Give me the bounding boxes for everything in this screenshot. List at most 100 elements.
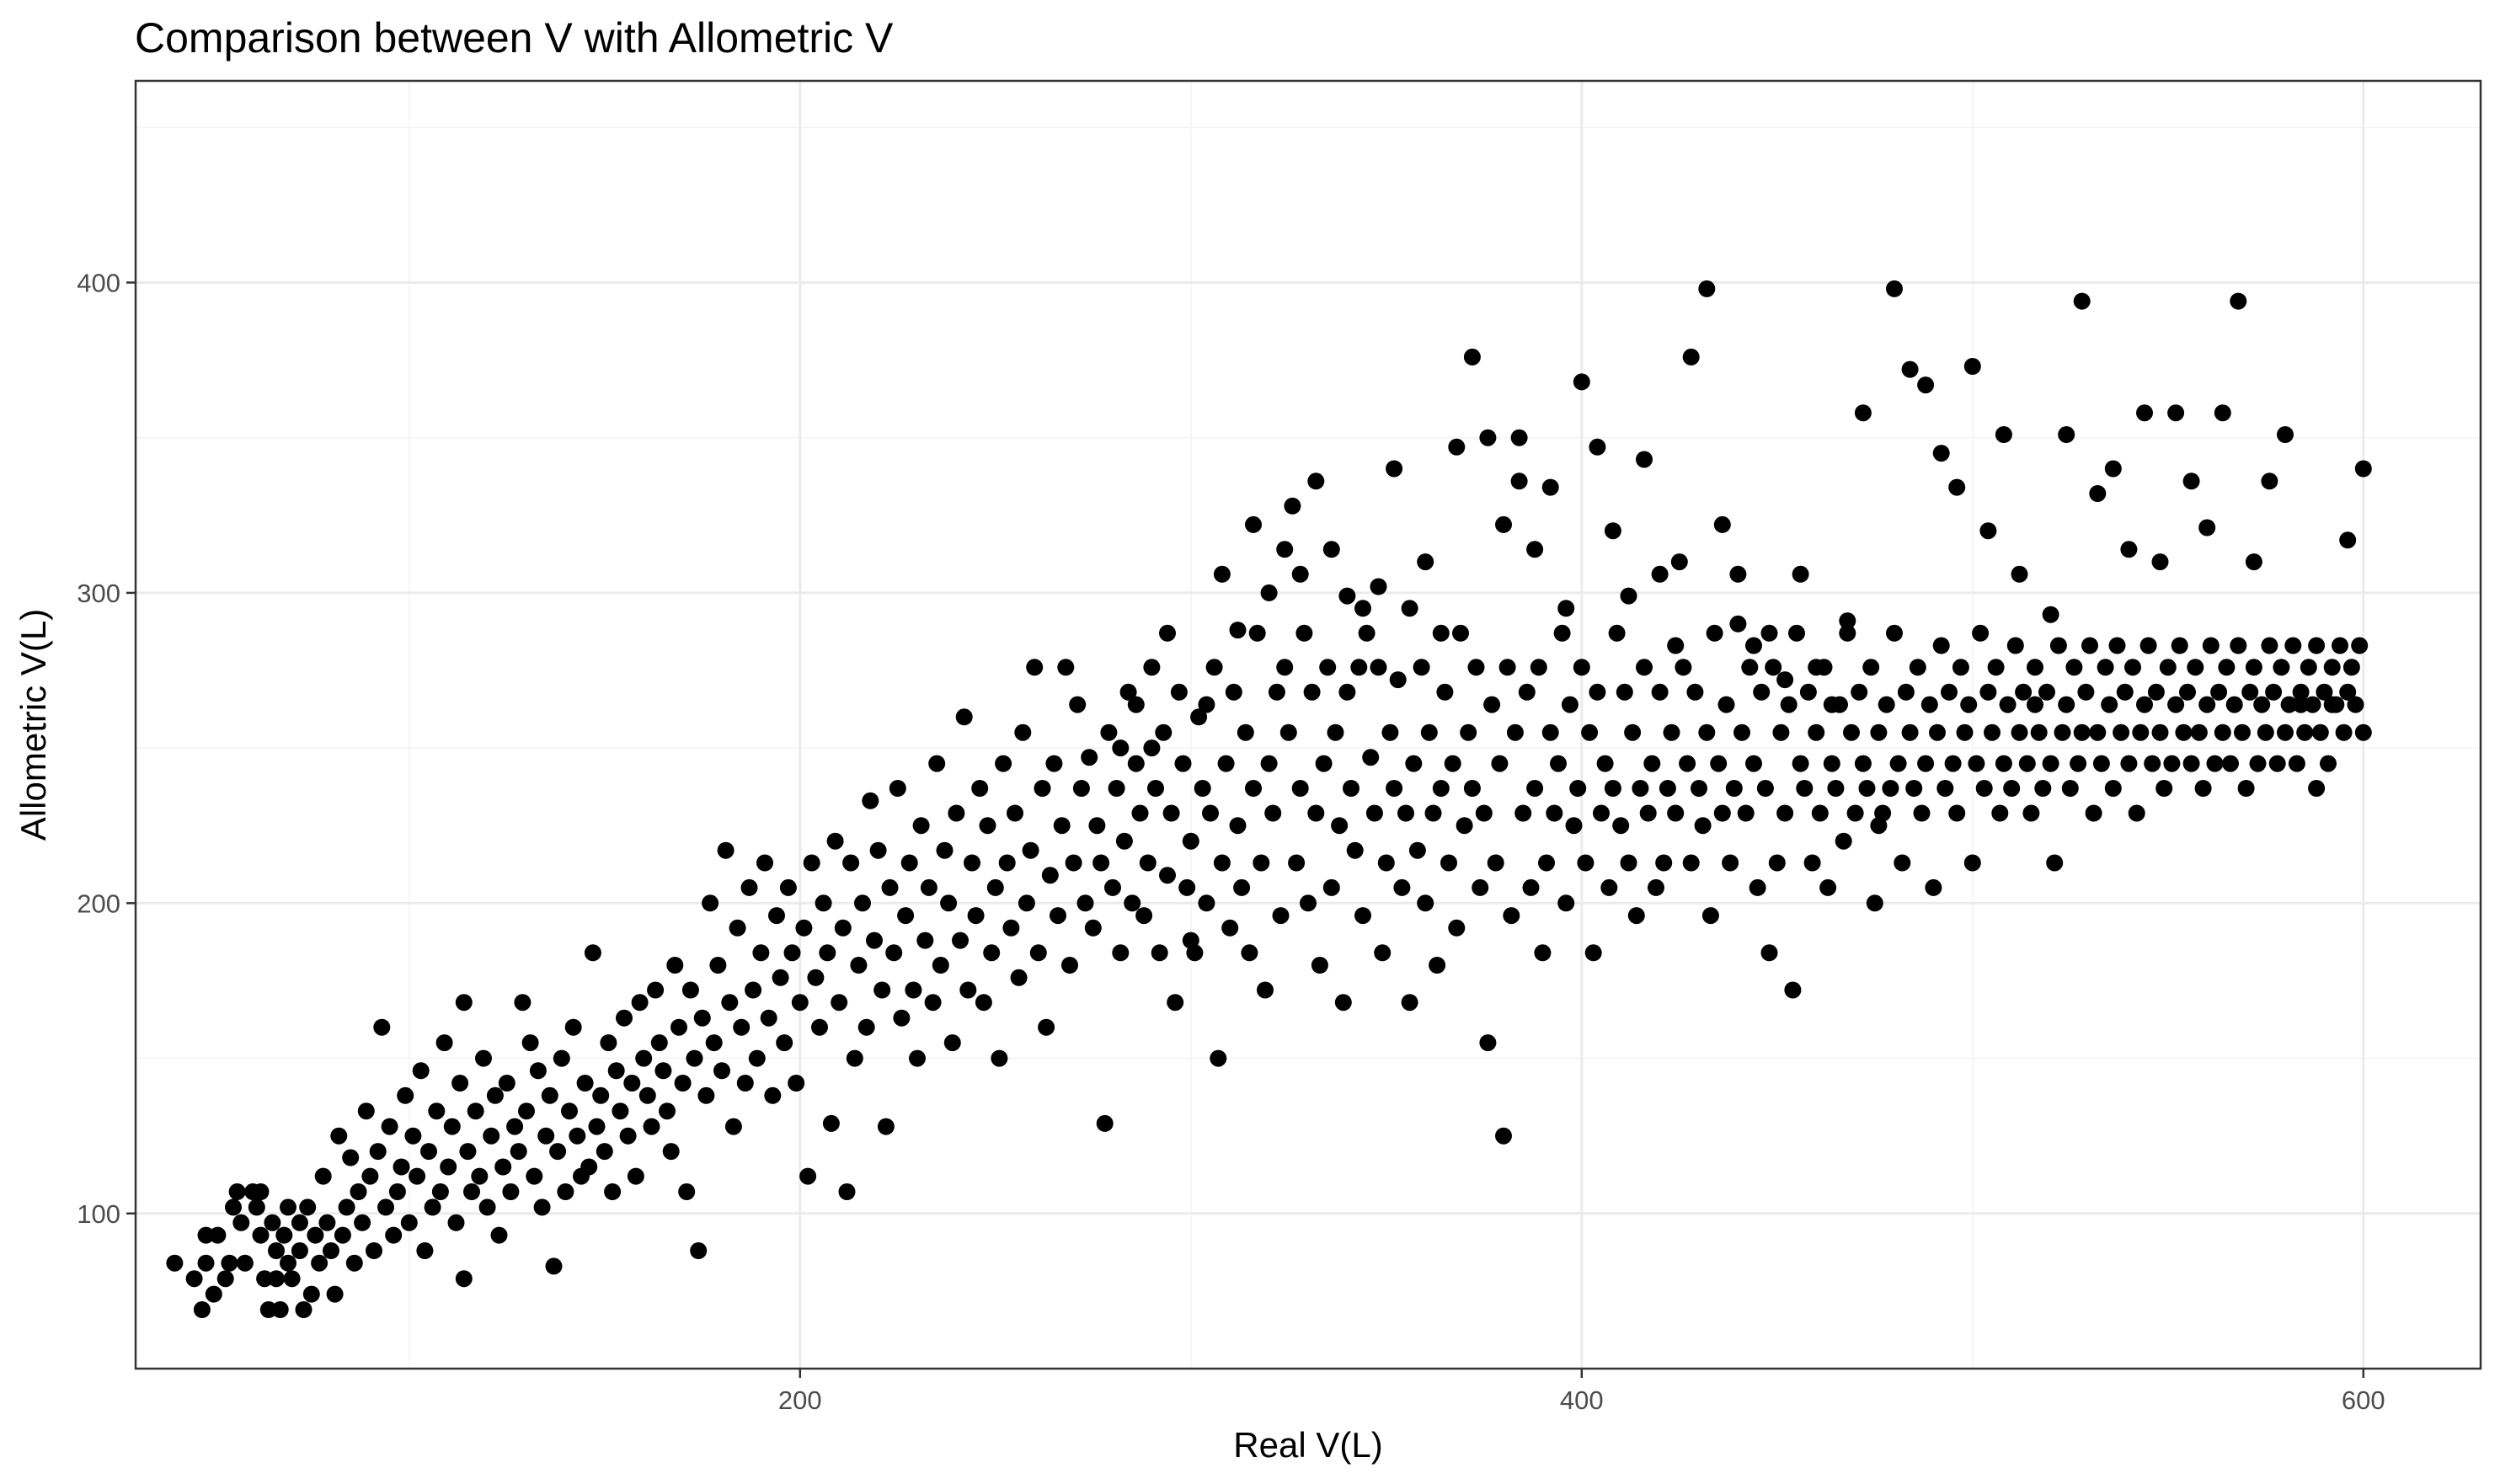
- data-point: [1886, 280, 1903, 297]
- data-point: [1745, 755, 1762, 772]
- data-point: [1756, 780, 1774, 797]
- data-point: [1343, 780, 1360, 797]
- data-point: [2101, 696, 2118, 713]
- data-point: [1131, 804, 1149, 822]
- data-point: [1725, 780, 1743, 797]
- data-point: [236, 1254, 254, 1272]
- data-point: [291, 1242, 308, 1259]
- data-point: [1510, 472, 1528, 490]
- data-point: [440, 1158, 457, 1176]
- data-point: [369, 1143, 387, 1161]
- data-point: [1393, 878, 1411, 896]
- data-point: [1408, 841, 1426, 859]
- data-point: [932, 957, 949, 974]
- data-point: [1776, 671, 1794, 689]
- data-point: [2245, 659, 2262, 676]
- data-point: [1686, 683, 1704, 701]
- data-point: [690, 1242, 708, 1259]
- data-point: [1100, 723, 1118, 741]
- data-point: [2151, 553, 2169, 571]
- data-point: [248, 1198, 265, 1216]
- data-point: [280, 1254, 296, 1272]
- data-point: [197, 1254, 215, 1272]
- data-point: [1338, 587, 1356, 605]
- data-point: [1248, 624, 1266, 642]
- data-point: [256, 1270, 274, 1288]
- data-point: [537, 1127, 555, 1145]
- data-point: [1960, 696, 1978, 713]
- data-point: [991, 1049, 1008, 1067]
- data-point: [1651, 683, 1669, 701]
- data-point: [1819, 878, 1837, 896]
- x-tick-label: 600: [2342, 1385, 2385, 1415]
- data-point: [1659, 780, 1676, 797]
- data-point: [1878, 696, 1895, 713]
- data-point: [979, 817, 996, 835]
- data-point: [264, 1214, 281, 1231]
- data-point: [2323, 696, 2341, 713]
- data-point: [553, 1049, 570, 1067]
- data-point: [1979, 683, 1997, 701]
- data-point: [2182, 755, 2200, 772]
- data-point: [1584, 944, 1602, 962]
- data-point: [1386, 780, 1403, 797]
- data-point: [776, 1034, 793, 1052]
- data-point: [1792, 565, 1809, 583]
- data-point: [1139, 854, 1157, 872]
- data-point: [650, 1034, 668, 1052]
- data-point: [2304, 696, 2321, 713]
- data-point: [1753, 683, 1771, 701]
- data-point: [1322, 541, 1340, 558]
- data-point: [533, 1198, 551, 1216]
- data-point: [1866, 894, 1883, 912]
- data-point: [1913, 804, 1931, 822]
- data-point: [2245, 553, 2262, 571]
- data-point: [342, 1149, 360, 1166]
- data-point: [1076, 894, 1094, 912]
- data-point: [166, 1254, 184, 1272]
- data-point: [1557, 600, 1575, 617]
- data-point: [1291, 780, 1309, 797]
- data-point: [2198, 519, 2216, 536]
- data-point: [307, 1226, 324, 1244]
- data-point: [1112, 739, 1130, 757]
- data-point: [1026, 659, 1044, 676]
- data-point: [588, 1118, 606, 1135]
- data-point: [1401, 994, 1418, 1012]
- data-point: [494, 1158, 512, 1176]
- data-point: [1691, 780, 1707, 797]
- data-point: [311, 1254, 329, 1272]
- data-point: [330, 1127, 348, 1145]
- data-point: [291, 1214, 308, 1231]
- data-point: [1346, 841, 1364, 859]
- data-point: [1862, 659, 1880, 676]
- data-point: [2292, 683, 2310, 701]
- data-point: [225, 1198, 242, 1216]
- data-point: [1675, 659, 1692, 676]
- data-point: [2124, 659, 2141, 676]
- data-point: [455, 994, 473, 1012]
- data-point: [1679, 755, 1696, 772]
- data-point: [2167, 696, 2185, 713]
- data-point: [1417, 553, 1434, 571]
- data-point: [1119, 683, 1137, 701]
- data-point: [549, 1143, 567, 1161]
- data-point: [1667, 804, 1685, 822]
- data-point: [889, 780, 906, 797]
- data-point: [447, 1214, 465, 1231]
- data-point: [1713, 804, 1731, 822]
- data-point: [1573, 373, 1590, 391]
- data-point: [604, 1183, 622, 1200]
- data-point: [721, 994, 739, 1012]
- data-point: [1069, 696, 1087, 713]
- data-point: [1178, 878, 1196, 896]
- data-point: [983, 944, 1001, 962]
- data-point: [2120, 755, 2138, 772]
- data-point: [2139, 637, 2157, 654]
- data-point: [831, 994, 848, 1012]
- data-point: [2049, 637, 2067, 654]
- data-point: [2261, 472, 2278, 490]
- data-point: [1796, 780, 1814, 797]
- data-point: [1749, 878, 1766, 896]
- data-point: [1729, 615, 1747, 633]
